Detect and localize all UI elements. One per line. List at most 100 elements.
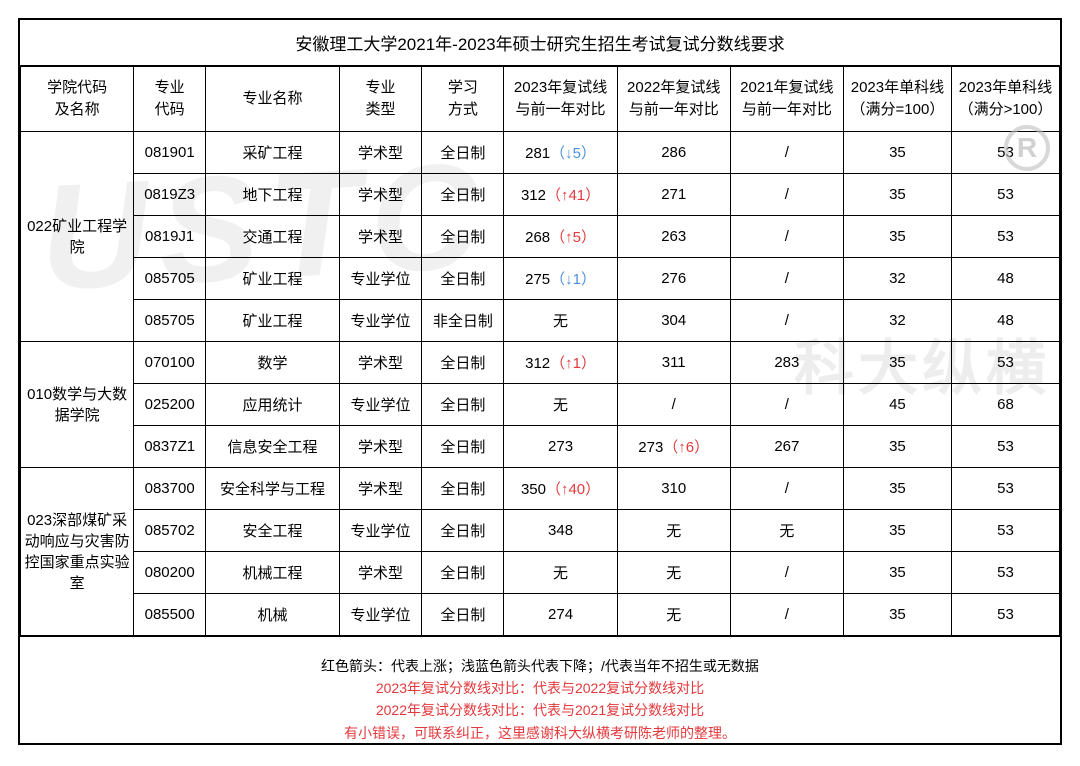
cell-y2023: 无	[504, 383, 617, 425]
cell-y2023: 312（↑41）	[504, 173, 617, 215]
cell-s100: 32	[843, 257, 951, 299]
cell-sg100: 53	[951, 467, 1059, 509]
cell-y2023: 274	[504, 593, 617, 635]
major-type: 学术型	[339, 341, 421, 383]
study-mode: 全日制	[422, 509, 504, 551]
cell-y2022: 310	[617, 467, 730, 509]
cell-s100: 35	[843, 551, 951, 593]
major-type: 学术型	[339, 551, 421, 593]
cell-s100: 32	[843, 299, 951, 341]
major-name: 数学	[206, 341, 340, 383]
cell-y2023: 312（↑1）	[504, 341, 617, 383]
college-name-cell: 023深部煤矿采动响应与灾害防控国家重点实验室	[21, 467, 134, 635]
cell-y2023: 348	[504, 509, 617, 551]
column-header-8: 2023年单科线（满分=100）	[843, 67, 951, 132]
cell-y2022: 276	[617, 257, 730, 299]
cell-sg100: 53	[951, 551, 1059, 593]
major-type: 专业学位	[339, 299, 421, 341]
major-code: 083700	[134, 467, 206, 509]
cell-s100: 35	[843, 341, 951, 383]
major-code: 025200	[134, 383, 206, 425]
cell-y2022: 286	[617, 131, 730, 173]
footer-line-4: 有小错误，可联系纠正，这里感谢科大纵横考研陈老师的整理。	[344, 722, 736, 744]
cell-y2023: 273	[504, 425, 617, 467]
college-name-cell: 022矿业工程学院	[21, 131, 134, 341]
major-name: 机械工程	[206, 551, 340, 593]
cell-y2022: 271	[617, 173, 730, 215]
footer-line-3: 2022年复试分数线对比：代表与2021复试分数线对比	[376, 699, 704, 721]
column-header-4: 学习方式	[422, 67, 504, 132]
major-type: 学术型	[339, 173, 421, 215]
cell-y2022: 无	[617, 509, 730, 551]
cell-s100: 35	[843, 593, 951, 635]
table-header-row: 学院代码及名称专业代码专业名称专业类型学习方式2023年复试线与前一年对比202…	[21, 67, 1060, 132]
cell-y2021: /	[730, 257, 843, 299]
major-code: 0837Z1	[134, 425, 206, 467]
major-name: 机械	[206, 593, 340, 635]
cell-y2021: /	[730, 593, 843, 635]
cell-y2022: 304	[617, 299, 730, 341]
cell-y2023: 268（↑5）	[504, 215, 617, 257]
study-mode: 全日制	[422, 131, 504, 173]
cell-sg100: 53	[951, 173, 1059, 215]
table-row: 010数学与大数据学院070100数学学术型全日制312（↑1）31128335…	[21, 341, 1060, 383]
cell-sg100: 53	[951, 215, 1059, 257]
major-name: 采矿工程	[206, 131, 340, 173]
table-row: 023深部煤矿采动响应与灾害防控国家重点实验室083700安全科学与工程学术型全…	[21, 467, 1060, 509]
major-name: 信息安全工程	[206, 425, 340, 467]
major-type: 专业学位	[339, 593, 421, 635]
major-code: 0819Z3	[134, 173, 206, 215]
major-name: 矿业工程	[206, 257, 340, 299]
cell-sg100: 53	[951, 425, 1059, 467]
cell-y2022: 311	[617, 341, 730, 383]
table-row: 025200应用统计专业学位全日制无//4568	[21, 383, 1060, 425]
major-code: 081901	[134, 131, 206, 173]
major-type: 学术型	[339, 215, 421, 257]
table-title: 安徽理工大学2021年-2023年硕士研究生招生考试复试分数线要求	[20, 20, 1060, 66]
table-row: 0819Z3地下工程学术型全日制312（↑41）271/3553	[21, 173, 1060, 215]
major-code: 070100	[134, 341, 206, 383]
column-header-6: 2022年复试线与前一年对比	[617, 67, 730, 132]
major-code: 080200	[134, 551, 206, 593]
cell-sg100: 53	[951, 509, 1059, 551]
cell-y2022: 273（↑6）	[617, 425, 730, 467]
cell-s100: 35	[843, 509, 951, 551]
major-code: 085705	[134, 299, 206, 341]
cell-sg100: 53	[951, 593, 1059, 635]
column-header-3: 专业类型	[339, 67, 421, 132]
column-header-9: 2023年单科线（满分>100）	[951, 67, 1059, 132]
major-type: 专业学位	[339, 383, 421, 425]
table-row: 0837Z1信息安全工程学术型全日制273273（↑6）2673553	[21, 425, 1060, 467]
cell-sg100: 48	[951, 257, 1059, 299]
major-name: 地下工程	[206, 173, 340, 215]
cell-y2021: /	[730, 173, 843, 215]
study-mode: 全日制	[422, 593, 504, 635]
major-name: 交通工程	[206, 215, 340, 257]
column-header-7: 2021年复试线与前一年对比	[730, 67, 843, 132]
cell-sg100: 48	[951, 299, 1059, 341]
cell-s100: 35	[843, 425, 951, 467]
cell-y2022: 无	[617, 551, 730, 593]
table-row: 085705矿业工程专业学位全日制275（↓1）276/3248	[21, 257, 1060, 299]
footer-line-1: 红色箭头：代表上涨；浅蓝色箭头代表下降；/代表当年不招生或无数据	[321, 655, 759, 677]
cell-y2021: /	[730, 467, 843, 509]
cell-y2023: 275（↓1）	[504, 257, 617, 299]
cell-y2022: 263	[617, 215, 730, 257]
column-header-1: 专业代码	[134, 67, 206, 132]
major-name: 应用统计	[206, 383, 340, 425]
major-code: 085500	[134, 593, 206, 635]
study-mode: 全日制	[422, 215, 504, 257]
major-code: 0819J1	[134, 215, 206, 257]
study-mode: 全日制	[422, 425, 504, 467]
study-mode: 全日制	[422, 341, 504, 383]
table-row: 085705矿业工程专业学位非全日制无304/3248	[21, 299, 1060, 341]
study-mode: 全日制	[422, 383, 504, 425]
major-code: 085702	[134, 509, 206, 551]
cell-s100: 35	[843, 467, 951, 509]
table-row: 085500机械专业学位全日制274无/3553	[21, 593, 1060, 635]
column-header-0: 学院代码及名称	[21, 67, 134, 132]
table-body: 022矿业工程学院081901采矿工程学术型全日制281（↓5）286/3553…	[21, 131, 1060, 635]
major-code: 085705	[134, 257, 206, 299]
cell-sg100: 53	[951, 131, 1059, 173]
study-mode: 全日制	[422, 173, 504, 215]
